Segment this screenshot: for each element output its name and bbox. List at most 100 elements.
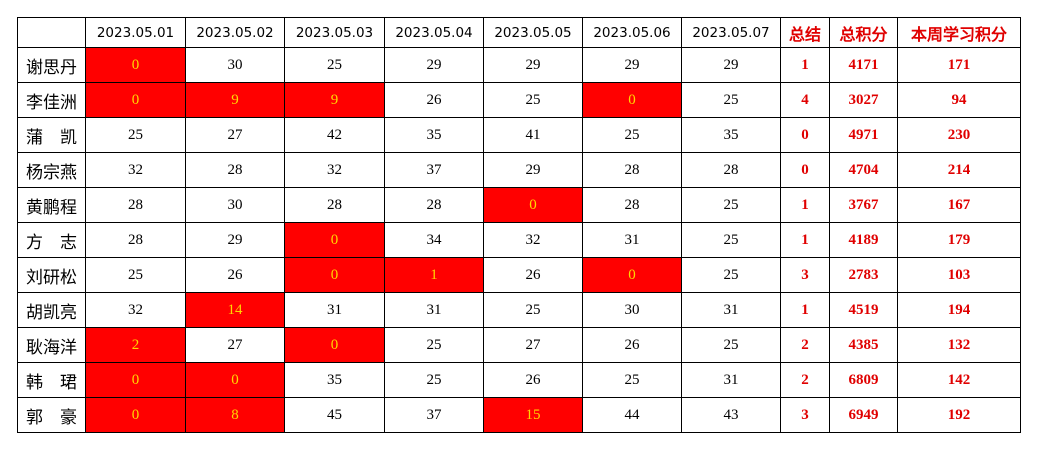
- score-cell: 25: [681, 82, 781, 118]
- score-cell: 42: [284, 117, 385, 153]
- score-cell: 4519: [829, 292, 898, 328]
- score-cell: 9: [185, 82, 285, 118]
- name-cell: 韩 珺: [17, 362, 86, 398]
- score-cell: 14: [185, 292, 285, 328]
- score-cell: 0: [780, 117, 830, 153]
- score-cell: 0: [85, 362, 186, 398]
- score-cell: 25: [384, 362, 484, 398]
- score-cell: 28: [85, 222, 186, 258]
- score-cell: 0: [85, 47, 186, 83]
- table-wrap: 2023.05.01 2023.05.02 2023.05.03 2023.05.04…: [17, 17, 1021, 433]
- score-cell: 25: [384, 327, 484, 363]
- score-cell: 30: [185, 187, 285, 223]
- data-row: 刘研松 25 26 0 1 26 0 25 3 2783 103: [17, 257, 1021, 293]
- score-cell: 37: [384, 152, 484, 188]
- header-cell: [17, 17, 86, 48]
- score-cell: 0: [582, 82, 682, 118]
- score-cell: 2: [780, 327, 830, 363]
- score-cell: 27: [483, 327, 583, 363]
- score-cell: 25: [681, 327, 781, 363]
- score-cell: 1: [780, 292, 830, 328]
- score-cell: 41: [483, 117, 583, 153]
- score-cell: 43: [681, 397, 781, 433]
- name-cell: 谢思丹: [17, 47, 86, 83]
- score-cell: 29: [483, 47, 583, 83]
- score-cell: 3027: [829, 82, 898, 118]
- score-cell: 25: [681, 257, 781, 293]
- header-cell: 本周学习积分: [897, 17, 1021, 48]
- score-cell: 3767: [829, 187, 898, 223]
- score-cell: 31: [681, 362, 781, 398]
- score-cell: 25: [483, 292, 583, 328]
- score-cell: 30: [582, 292, 682, 328]
- data-row: 谢思丹 0 30 25 29 29 29 29 1 4171 171: [17, 47, 1021, 83]
- score-table: 2023.05.01 2023.05.02 2023.05.03 2023.05.04…: [17, 17, 1021, 433]
- score-cell: 4: [780, 82, 830, 118]
- score-cell: 0: [284, 327, 385, 363]
- name-cell: 李佳洲: [17, 82, 86, 118]
- name-cell: 方 志: [17, 222, 86, 258]
- score-cell: 179: [897, 222, 1021, 258]
- name-cell: 蒲 凯: [17, 117, 86, 153]
- score-cell: 34: [384, 222, 484, 258]
- score-cell: 28: [582, 187, 682, 223]
- score-cell: 28: [185, 152, 285, 188]
- score-cell: 32: [85, 152, 186, 188]
- name-cell: 刘研松: [17, 257, 86, 293]
- score-cell: 0: [185, 362, 285, 398]
- score-cell: 94: [897, 82, 1021, 118]
- score-cell: 35: [384, 117, 484, 153]
- score-cell: 29: [582, 47, 682, 83]
- score-cell: 44: [582, 397, 682, 433]
- score-cell: 1: [780, 222, 830, 258]
- score-cell: 192: [897, 397, 1021, 433]
- score-cell: 194: [897, 292, 1021, 328]
- score-cell: 0: [85, 397, 186, 433]
- score-cell: 0: [780, 152, 830, 188]
- score-cell: 4189: [829, 222, 898, 258]
- score-cell: 29: [681, 47, 781, 83]
- score-cell: 32: [284, 152, 385, 188]
- score-cell: 0: [85, 82, 186, 118]
- header-cell: 2023.05.04: [384, 17, 484, 48]
- score-cell: 3: [780, 257, 830, 293]
- score-cell: 1: [384, 257, 484, 293]
- header-cell: 总积分: [829, 17, 898, 48]
- score-cell: 4971: [829, 117, 898, 153]
- name-cell: 耿海洋: [17, 327, 86, 363]
- data-row: 杨宗燕 32 28 32 37 29 28 28 0 4704 214: [17, 152, 1021, 188]
- score-cell: 25: [582, 117, 682, 153]
- score-cell: 3: [780, 397, 830, 433]
- score-cell: 25: [483, 82, 583, 118]
- score-cell: 25: [681, 187, 781, 223]
- score-cell: 0: [284, 257, 385, 293]
- score-cell: 25: [681, 222, 781, 258]
- score-cell: 4171: [829, 47, 898, 83]
- score-cell: 29: [185, 222, 285, 258]
- data-row: 郭 豪 0 8 45 37 15 44 43 3 6949 192: [17, 397, 1021, 433]
- score-cell: 29: [483, 152, 583, 188]
- score-cell: 26: [185, 257, 285, 293]
- score-cell: 27: [185, 327, 285, 363]
- name-cell: 胡凯亮: [17, 292, 86, 328]
- score-cell: 171: [897, 47, 1021, 83]
- score-cell: 2: [85, 327, 186, 363]
- header-cell: 2023.05.02: [185, 17, 285, 48]
- score-cell: 6949: [829, 397, 898, 433]
- score-cell: 32: [85, 292, 186, 328]
- score-cell: 37: [384, 397, 484, 433]
- score-cell: 4385: [829, 327, 898, 363]
- score-cell: 25: [85, 257, 186, 293]
- score-cell: 214: [897, 152, 1021, 188]
- score-cell: 132: [897, 327, 1021, 363]
- score-cell: 167: [897, 187, 1021, 223]
- data-row: 方 志 28 29 0 34 32 31 25 1 4189 179: [17, 222, 1021, 258]
- score-cell: 28: [284, 187, 385, 223]
- score-cell: 28: [384, 187, 484, 223]
- score-cell: 0: [284, 222, 385, 258]
- score-cell: 15: [483, 397, 583, 433]
- score-cell: 31: [582, 222, 682, 258]
- data-row: 韩 珺 0 0 35 25 26 25 31 2 6809 142: [17, 362, 1021, 398]
- header-cell: 2023.05.05: [483, 17, 583, 48]
